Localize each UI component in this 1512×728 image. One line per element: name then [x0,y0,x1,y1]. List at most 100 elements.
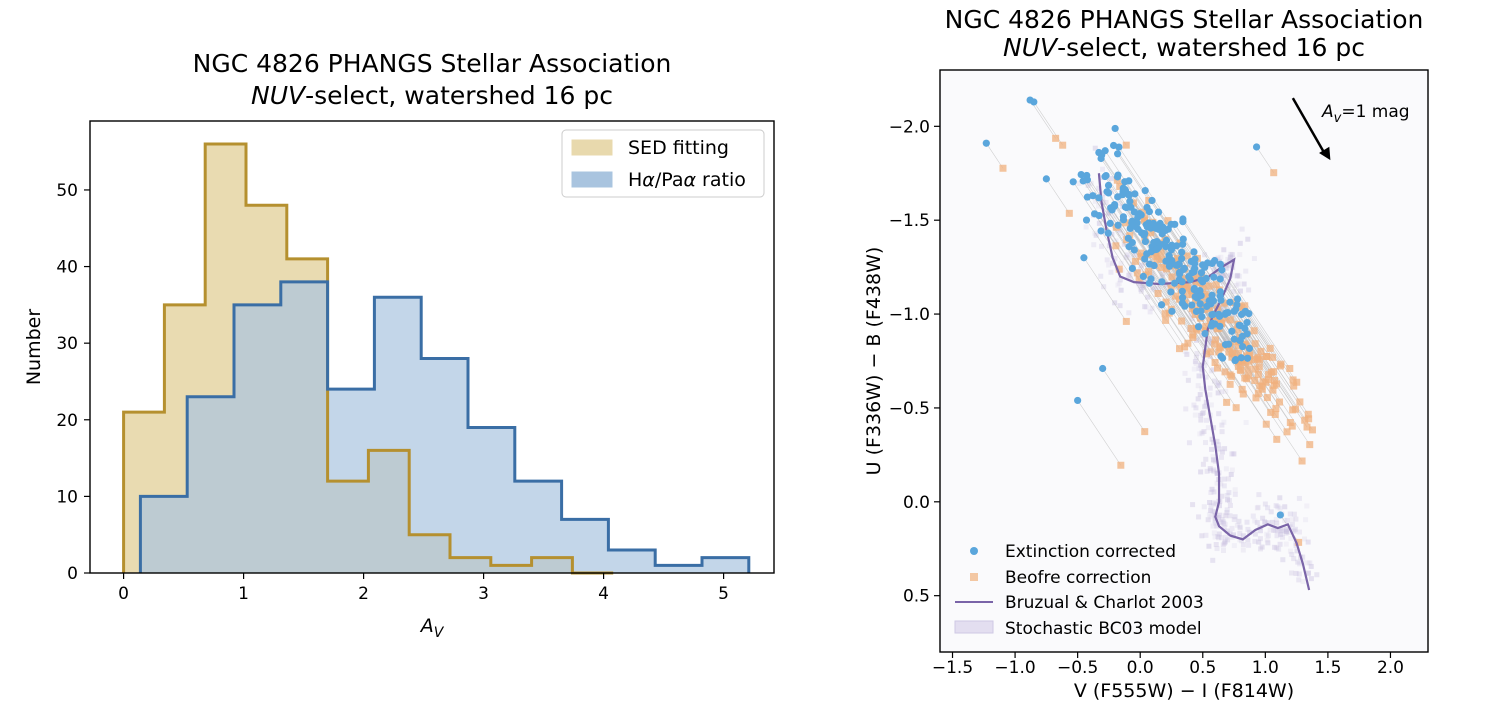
uncorrected-point [1216,344,1224,352]
stochastic-cell [1215,534,1221,540]
stochastic-cell [1257,528,1263,534]
stochastic-cell [1092,230,1098,236]
stochastic-cell [1279,528,1285,534]
stochastic-cell [1163,282,1169,288]
corrected-point [1083,171,1091,180]
stochastic-cell [1212,534,1218,540]
stochastic-cell [1206,336,1212,342]
corrected-point [1208,291,1216,299]
stochastic-cell [1265,540,1271,546]
corrected-point [1111,124,1119,133]
stochastic-cell [1198,362,1204,368]
uncorrected-point [1235,349,1243,357]
stochastic-cell [1282,517,1288,523]
uncorrected-point [1286,364,1294,372]
stochastic-cell [1221,524,1227,530]
stochastic-cell [1231,289,1237,295]
uncorrected-point [1276,398,1284,406]
stochastic-cell [1237,240,1243,246]
uncorrected-point [1193,326,1201,334]
uncorrected-point [1065,209,1073,217]
stochastic-cell [1232,514,1238,520]
corrected-point [1143,223,1151,231]
uncorrected-point [1182,281,1190,289]
stochastic-cell [1219,449,1225,455]
uncorrected-point [1262,353,1270,361]
uncorrected-point [1252,394,1260,402]
hist-x-tick-label: 1 [238,584,249,604]
corrected-point [1245,344,1254,353]
stochastic-cell [1206,512,1212,518]
stochastic-cell [1254,505,1260,511]
corrected-point [1141,237,1150,246]
stochastic-cell [1245,526,1251,532]
stochastic-cell [1221,247,1227,253]
stochastic-cell [1211,489,1217,495]
stochastic-cell [1117,303,1123,309]
corrected-point [1216,275,1224,283]
stochastic-cell [1124,252,1130,258]
hist-y-ticks: 0 10 20 30 40 50 [56,181,90,584]
uncorrected-point [1172,292,1180,300]
stochastic-cell [1223,466,1229,472]
uncorrected-point [1295,538,1303,546]
uncorrected-point [1296,398,1304,406]
stochastic-cell [1219,429,1225,435]
corrected-point [1191,292,1199,301]
stochastic-cell [1209,328,1215,334]
corrected-point [1170,279,1179,287]
stochastic-cell [1191,402,1197,408]
corrected-point [1243,330,1251,338]
uncorrected-point [1288,422,1296,430]
connector-line [1110,207,1142,254]
stochastic-cell [1257,536,1263,542]
uncorrected-point [1162,316,1170,324]
stochastic-cell [1216,411,1222,417]
corrected-point [1219,354,1227,362]
uncorrected-point [1289,376,1297,384]
corrected-point [1074,396,1082,405]
stochastic-cell [1214,438,1220,444]
cc-x-tick-label: 0.0 [1127,658,1154,678]
stochastic-cell [1188,311,1194,317]
stochastic-cell [1227,255,1233,261]
stochastic-cell [1207,385,1213,391]
stochastic-cell [1284,529,1290,535]
stochastic-cell [1199,367,1205,373]
reddening-label: Av=1 mag [1321,102,1410,126]
uncorrected-point [1237,366,1245,374]
stochastic-cell [1224,492,1230,498]
cc-x-ticks: −1.5 −1.0 −0.5 0.0 0.5 1.0 1.5 2.0 [932,652,1404,678]
uncorrected-point [1269,386,1277,394]
cc-plot-background [940,70,1428,652]
stochastic-cell [1229,451,1235,457]
stochastic-cell [1274,520,1280,526]
stochastic-cell [1220,547,1226,553]
stochastic-cell [1213,262,1219,268]
stochastic-cell [1300,554,1306,560]
uncorrected-point [1187,324,1195,332]
stochastic-cell [1230,255,1236,261]
hist-title-italic: NUV [251,81,307,110]
stochastic-cell [1237,524,1243,530]
stochastic-cell [1207,500,1213,506]
color-color-panel: NGC 4826 PHANGS Stellar Association NUV-… [863,5,1429,702]
stochastic-cell [1291,511,1297,517]
corrected-point [1226,298,1234,306]
uncorrected-point [1232,404,1240,412]
stochastic-cell [1211,467,1217,473]
corrected-point [1139,272,1147,281]
corrected-point [1167,288,1175,296]
stochastic-cell [1240,542,1246,548]
stochastic-cell [1219,493,1225,499]
stochastic-cell [1218,481,1224,487]
stochastic-cell [1203,374,1209,380]
stochastic-cell [1223,512,1229,518]
extinction-corrected-points [982,96,1284,519]
stochastic-cell [1106,211,1112,217]
stochastic-cell [1201,410,1207,416]
corrected-point [1208,319,1217,327]
stochastic-cell [1305,571,1311,577]
corrected-point [1106,219,1114,227]
cc-x-label: V (F555W) − I (F814W) [1074,680,1294,702]
